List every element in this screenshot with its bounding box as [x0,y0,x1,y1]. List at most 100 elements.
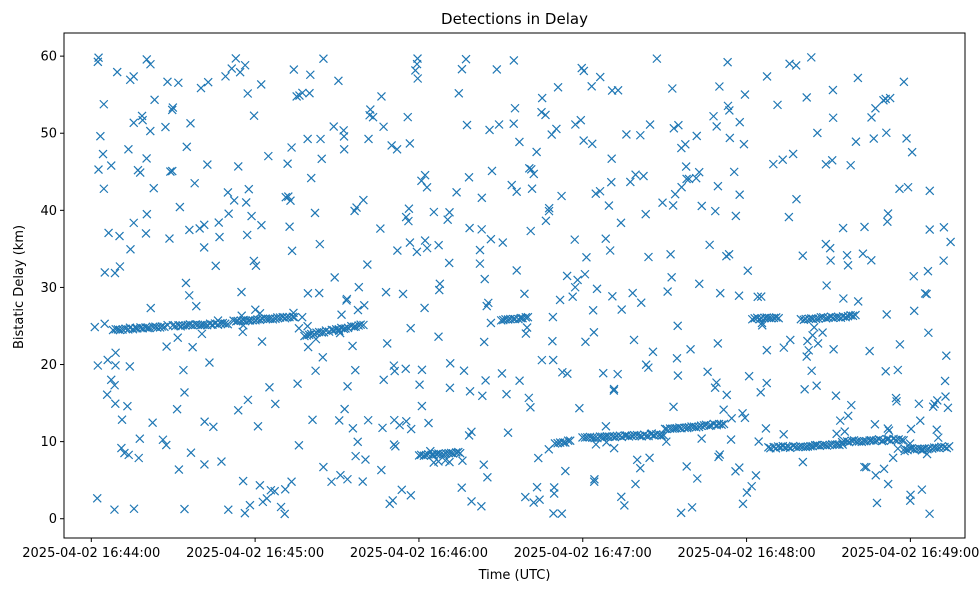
data-point [223,505,233,515]
data-point [464,172,474,182]
data-point [641,360,651,370]
data-point [871,103,880,113]
data-point [429,207,439,217]
data-point [293,379,303,389]
data-point [214,218,224,228]
data-point [607,86,617,95]
data-point [353,437,363,447]
data-point [932,425,942,435]
data-point [477,391,487,401]
data-point [492,65,502,74]
data-point [663,287,673,296]
data-point [134,453,144,463]
data-point [161,122,170,132]
data-point [865,436,875,445]
data-point [457,456,467,466]
data-point [691,422,701,432]
data-point [895,339,905,349]
data-point [327,477,336,487]
data-point [115,262,125,271]
data-point [445,207,454,217]
data-point [173,78,183,88]
data-point [902,133,911,143]
data-point [922,289,932,299]
data-point [184,290,194,300]
data-point [211,261,221,271]
data-point [521,312,531,322]
data-point [697,201,707,211]
data-point [632,455,642,465]
data-point [694,279,704,289]
data-point [294,440,304,450]
data-point [395,420,405,430]
data-point [724,249,734,259]
data-point [507,180,517,190]
data-point [882,217,892,227]
data-point [822,281,832,290]
data-point [268,314,278,324]
data-point [257,337,267,347]
data-point [802,92,812,102]
data-point [110,380,120,390]
data-point [548,312,558,322]
data-point [310,208,320,218]
data-point [740,413,750,423]
data-point [339,125,349,135]
data-point [359,300,369,310]
data-point [110,505,119,515]
data-point [743,266,753,276]
data-point [464,430,474,440]
data-point [616,218,626,228]
data-point [410,66,420,75]
data-point [353,305,363,315]
data-point [452,187,461,197]
data-point [835,416,845,426]
data-point [903,182,913,192]
data-point [577,63,587,73]
data-point [262,494,272,503]
data-point [832,429,842,439]
data-point [334,416,344,425]
data-point [788,149,798,159]
data-point [227,64,237,73]
data-point [715,450,725,459]
data-point [229,195,239,205]
data-point [727,413,737,423]
data-point [401,364,411,374]
data-point [476,501,486,511]
data-point [515,137,524,147]
data-point [150,95,160,105]
data-point [462,120,472,130]
data-point [943,403,953,413]
data-point [851,137,861,147]
data-point [580,269,590,279]
data-point [512,187,522,197]
data-point [544,206,554,216]
data-point [573,275,583,285]
data-point [270,399,280,409]
data-point [645,453,654,463]
data-point [335,470,345,480]
data-point [481,376,491,385]
data-point [125,361,135,371]
data-point [448,449,458,458]
data-point [122,401,132,411]
data-point [529,169,539,179]
y-tick-label: 10 [40,435,57,450]
data-point [899,435,909,445]
data-point [295,91,304,100]
data-point [549,508,558,518]
data-point [223,188,233,197]
data-point [771,312,781,322]
data-point [604,201,614,210]
data-point [102,390,112,400]
data-point [184,225,194,235]
data-point [465,223,475,233]
data-point [709,111,718,121]
data-point [742,488,752,497]
data-point [846,400,856,410]
data-point [842,250,852,260]
data-point [821,159,831,169]
data-point [255,315,265,325]
